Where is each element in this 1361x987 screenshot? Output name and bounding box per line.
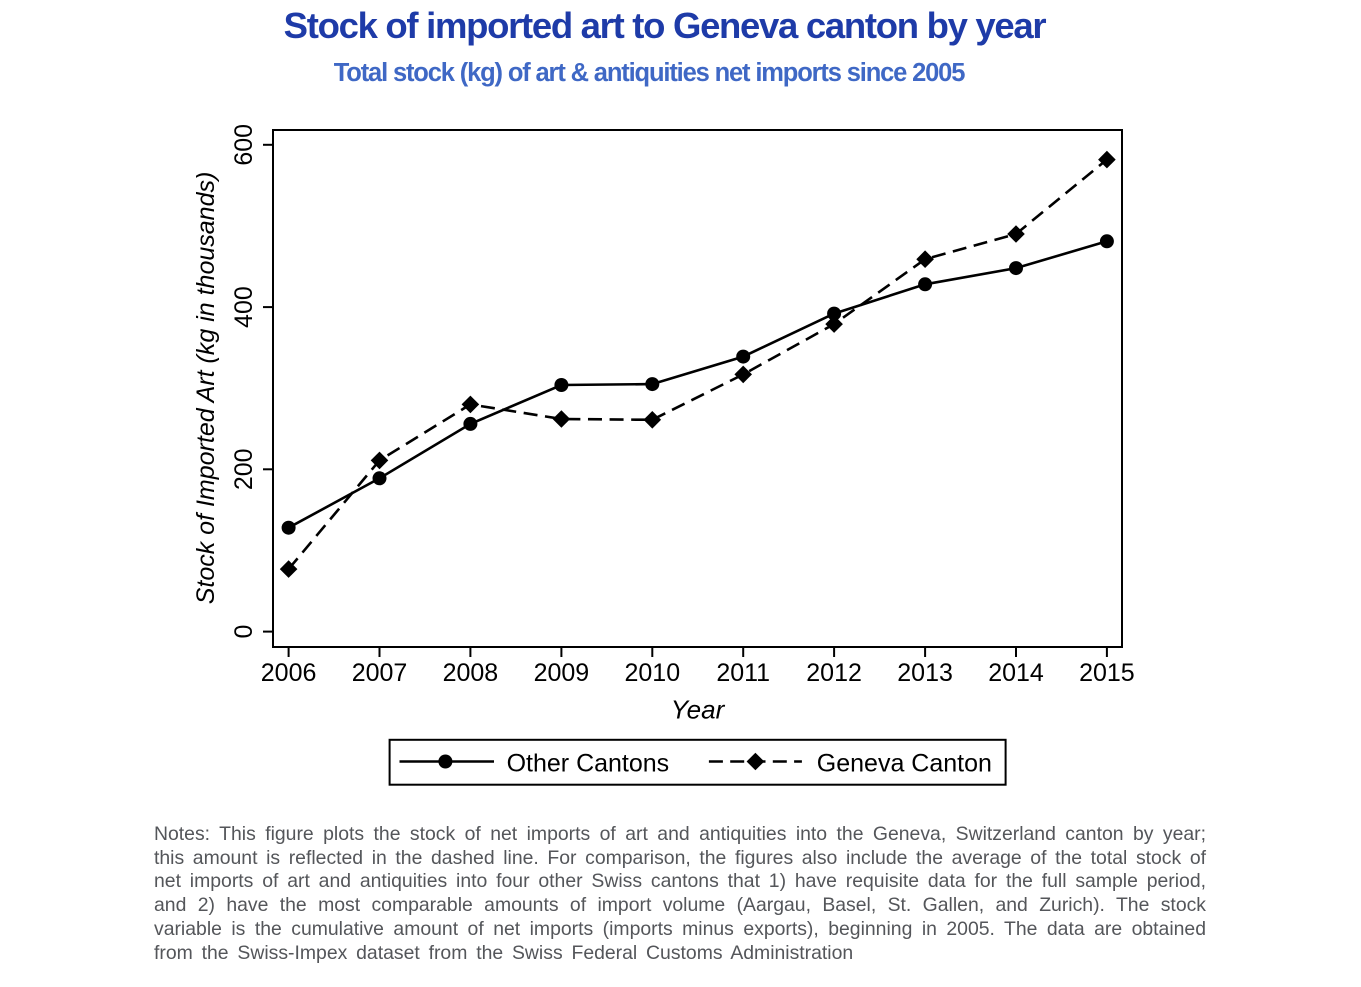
svg-text:2006: 2006	[261, 659, 317, 687]
svg-text:Year: Year	[671, 694, 726, 724]
svg-text:Stock of Imported Art (kg in t: Stock of Imported Art (kg in thousands)	[192, 172, 220, 605]
svg-text:2012: 2012	[806, 659, 862, 687]
svg-text:2010: 2010	[624, 659, 680, 687]
svg-text:2014: 2014	[988, 659, 1044, 687]
svg-text:2011: 2011	[716, 659, 770, 687]
svg-text:200: 200	[230, 448, 258, 490]
svg-text:Other Cantons: Other Cantons	[507, 750, 670, 778]
svg-text:2009: 2009	[534, 659, 590, 687]
svg-text:Geneva Canton: Geneva Canton	[817, 750, 992, 778]
svg-text:400: 400	[230, 286, 258, 328]
svg-text:0: 0	[230, 625, 258, 639]
svg-text:600: 600	[230, 124, 258, 166]
svg-text:2013: 2013	[897, 659, 953, 687]
svg-text:2015: 2015	[1079, 659, 1135, 687]
svg-text:2007: 2007	[352, 659, 408, 687]
svg-text:2008: 2008	[443, 659, 499, 687]
